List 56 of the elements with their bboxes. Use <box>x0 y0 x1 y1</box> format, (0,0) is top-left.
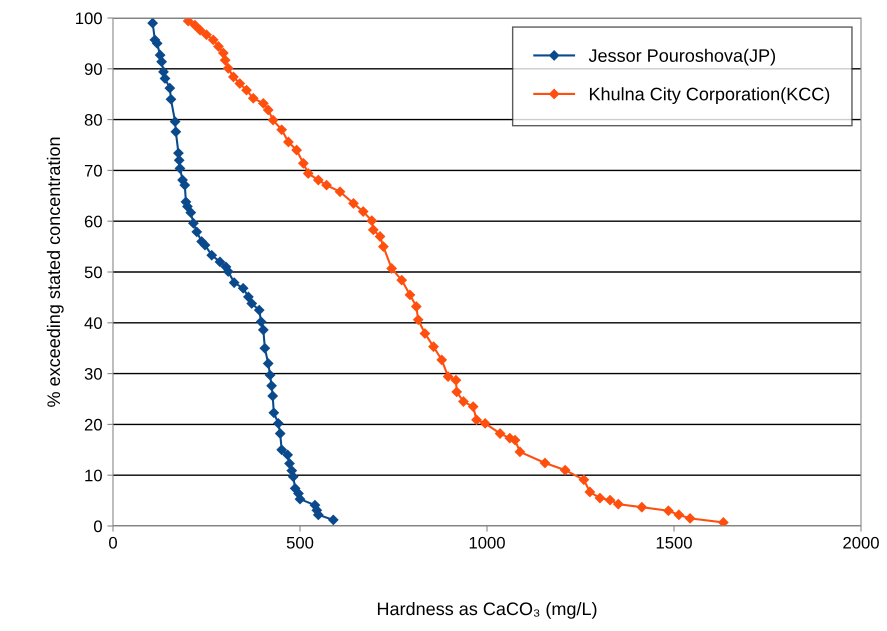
point <box>254 304 264 316</box>
point <box>258 324 268 336</box>
point <box>238 283 248 294</box>
y-axis-title: % exceeding stated concentration <box>46 138 64 407</box>
point <box>260 343 270 354</box>
point <box>206 250 217 260</box>
point <box>246 298 257 309</box>
y-tick-label: 100 <box>76 12 102 24</box>
y-tick-label: 20 <box>84 418 102 431</box>
point <box>160 73 170 84</box>
y-tick-label: 30 <box>84 368 102 380</box>
y-tick-label: 60 <box>84 216 102 228</box>
point <box>268 408 279 418</box>
point <box>273 418 284 428</box>
point <box>288 472 298 482</box>
point <box>156 56 167 67</box>
point <box>166 94 176 104</box>
point <box>264 370 276 380</box>
x-tick-label: 1000 <box>470 536 505 549</box>
x-tick-label: 0 <box>109 536 117 549</box>
point <box>256 316 266 327</box>
y-tick-label: 50 <box>84 266 102 278</box>
point <box>170 126 181 137</box>
y-tick-label: 70 <box>84 164 102 177</box>
point <box>192 226 202 237</box>
point <box>266 380 277 391</box>
point <box>164 82 175 94</box>
y-tick-label: 40 <box>84 317 102 330</box>
point <box>200 240 210 250</box>
point <box>263 358 274 369</box>
x-tick-label: 1500 <box>656 536 692 549</box>
point <box>173 148 184 158</box>
point <box>188 218 199 228</box>
x-tick-label: 500 <box>286 536 314 549</box>
legend-label: Jessor Pouroshova(JP) <box>588 48 776 66</box>
point <box>186 207 196 218</box>
point <box>282 450 293 460</box>
point <box>275 428 286 439</box>
point <box>243 292 254 302</box>
point <box>174 163 186 174</box>
point <box>180 180 190 190</box>
y-tick-label: 10 <box>85 470 102 482</box>
y-tick-label: 0 <box>94 520 102 532</box>
point <box>174 155 184 166</box>
x-axis-title: Hardness as CaCO₃ (mg/L) <box>378 602 596 619</box>
point <box>276 444 287 455</box>
y-tick-label: 90 <box>84 63 102 76</box>
x-tick-label: 2000 <box>843 536 879 549</box>
point <box>170 116 180 127</box>
point <box>229 278 240 288</box>
point <box>328 514 338 526</box>
legend-label: Khulna City Corporation(KCC) <box>590 87 830 104</box>
point <box>268 390 278 402</box>
point <box>148 18 158 28</box>
y-tick-label: 80 <box>84 114 102 126</box>
point <box>214 256 226 267</box>
